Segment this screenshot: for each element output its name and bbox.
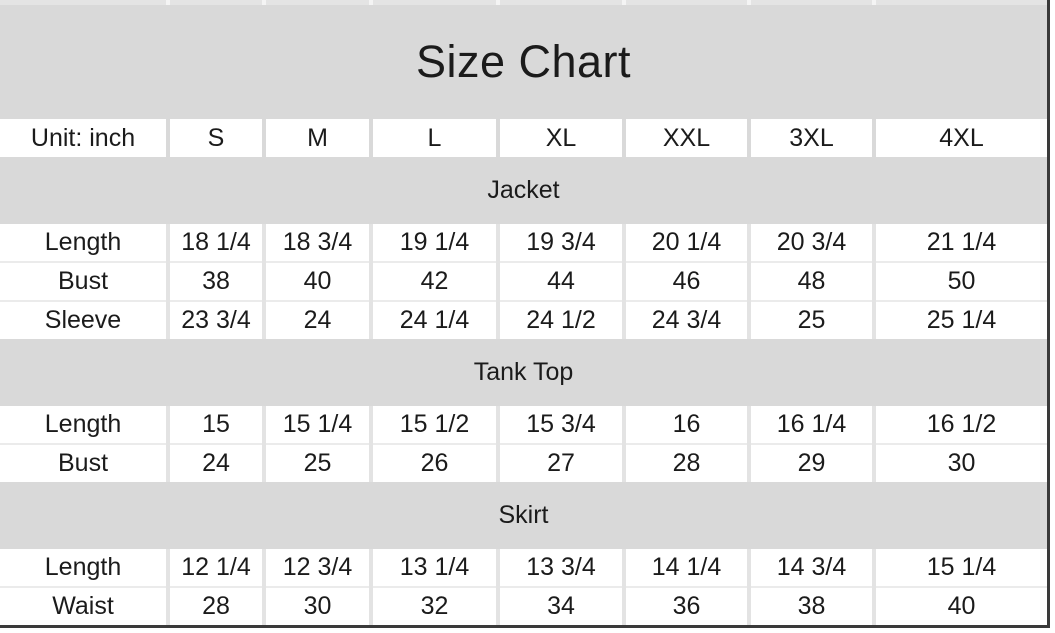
size-column-header: XXL [622, 119, 749, 157]
section-header-jacket: Jacket [0, 157, 1047, 224]
partial-row-cell [0, 0, 168, 5]
size-value-cell: 12 3/4 [262, 549, 371, 587]
size-value-cell: 18 1/4 [166, 224, 264, 262]
size-value-cell: 40 [262, 261, 371, 301]
row-label: Sleeve [0, 300, 168, 339]
table-row: Bust 38 40 42 44 46 48 50 [0, 261, 1047, 301]
size-value-cell: 13 1/4 [369, 549, 498, 587]
partial-row-cell [369, 0, 498, 5]
size-value-cell: 27 [496, 443, 624, 482]
size-value-cell: 48 [747, 261, 874, 301]
size-value-cell: 38 [747, 586, 874, 625]
size-value-cell: 18 3/4 [262, 224, 371, 262]
size-value-cell: 14 1/4 [622, 549, 749, 587]
size-value-cell: 30 [872, 443, 1047, 482]
size-value-cell: 19 1/4 [369, 224, 498, 262]
size-value-cell: 13 3/4 [496, 549, 624, 587]
size-value-cell: 24 [262, 300, 371, 339]
unit-label: Unit: inch [0, 119, 168, 157]
title-row: Size Chart [0, 5, 1047, 119]
table-row: Waist 28 30 32 34 36 38 40 [0, 586, 1047, 625]
size-value-cell: 40 [872, 586, 1047, 625]
partial-row [0, 0, 1047, 5]
size-value-cell: 16 [622, 406, 749, 444]
size-value-cell: 24 1/2 [496, 300, 624, 339]
size-value-cell: 12 1/4 [166, 549, 264, 587]
size-value-cell: 15 1/4 [262, 406, 371, 444]
partial-row-cell [872, 0, 1047, 5]
size-value-cell: 16 1/4 [747, 406, 874, 444]
row-label: Length [0, 406, 168, 444]
row-label: Waist [0, 586, 168, 625]
row-label: Length [0, 549, 168, 587]
section-header-tank-top: Tank Top [0, 339, 1047, 406]
section-row: Jacket [0, 157, 1047, 224]
partial-row-cell [747, 0, 874, 5]
row-label: Bust [0, 443, 168, 482]
size-value-cell: 21 1/4 [872, 224, 1047, 262]
size-value-cell: 25 [747, 300, 874, 339]
size-value-cell: 30 [262, 586, 371, 625]
size-value-cell: 20 1/4 [622, 224, 749, 262]
table-row: Length 15 15 1/4 15 1/2 15 3/4 16 16 1/4… [0, 406, 1047, 444]
partial-row-cell [262, 0, 371, 5]
size-column-header: S [166, 119, 264, 157]
size-value-cell: 26 [369, 443, 498, 482]
partial-row-cell [496, 0, 624, 5]
size-value-cell: 25 [262, 443, 371, 482]
size-value-cell: 24 3/4 [622, 300, 749, 339]
size-value-cell: 14 3/4 [747, 549, 874, 587]
size-value-cell: 29 [747, 443, 874, 482]
size-column-header: XL [496, 119, 624, 157]
size-value-cell: 15 [166, 406, 264, 444]
row-label: Length [0, 224, 168, 262]
size-value-cell: 19 3/4 [496, 224, 624, 262]
size-value-cell: 44 [496, 261, 624, 301]
chart-title: Size Chart [0, 5, 1047, 119]
row-label: Bust [0, 261, 168, 301]
size-value-cell: 46 [622, 261, 749, 301]
size-column-header: 4XL [872, 119, 1047, 157]
section-header-skirt: Skirt [0, 482, 1047, 549]
section-row: Tank Top [0, 339, 1047, 406]
size-table: Size Chart Unit: inch S M L XL XXL 3XL 4… [0, 0, 1047, 625]
table-row: Bust 24 25 26 27 28 29 30 [0, 443, 1047, 482]
size-value-cell: 25 1/4 [872, 300, 1047, 339]
table-row: Length 12 1/4 12 3/4 13 1/4 13 3/4 14 1/… [0, 549, 1047, 587]
size-value-cell: 50 [872, 261, 1047, 301]
size-value-cell: 28 [622, 443, 749, 482]
size-value-cell: 16 1/2 [872, 406, 1047, 444]
size-value-cell: 38 [166, 261, 264, 301]
size-value-cell: 34 [496, 586, 624, 625]
partial-row-cell [622, 0, 749, 5]
size-header-row: Unit: inch S M L XL XXL 3XL 4XL [0, 119, 1047, 157]
section-row: Skirt [0, 482, 1047, 549]
size-column-header: 3XL [747, 119, 874, 157]
size-value-cell: 23 3/4 [166, 300, 264, 339]
size-value-cell: 20 3/4 [747, 224, 874, 262]
size-value-cell: 36 [622, 586, 749, 625]
size-value-cell: 24 [166, 443, 264, 482]
size-value-cell: 24 1/4 [369, 300, 498, 339]
table-row: Sleeve 23 3/4 24 24 1/4 24 1/2 24 3/4 25… [0, 300, 1047, 339]
size-value-cell: 42 [369, 261, 498, 301]
table-row: Length 18 1/4 18 3/4 19 1/4 19 3/4 20 1/… [0, 224, 1047, 262]
partial-row-cell [166, 0, 264, 5]
size-value-cell: 28 [166, 586, 264, 625]
size-value-cell: 15 1/2 [369, 406, 498, 444]
size-column-header: L [369, 119, 498, 157]
size-value-cell: 15 1/4 [872, 549, 1047, 587]
size-column-header: M [262, 119, 371, 157]
size-value-cell: 32 [369, 586, 498, 625]
size-value-cell: 15 3/4 [496, 406, 624, 444]
